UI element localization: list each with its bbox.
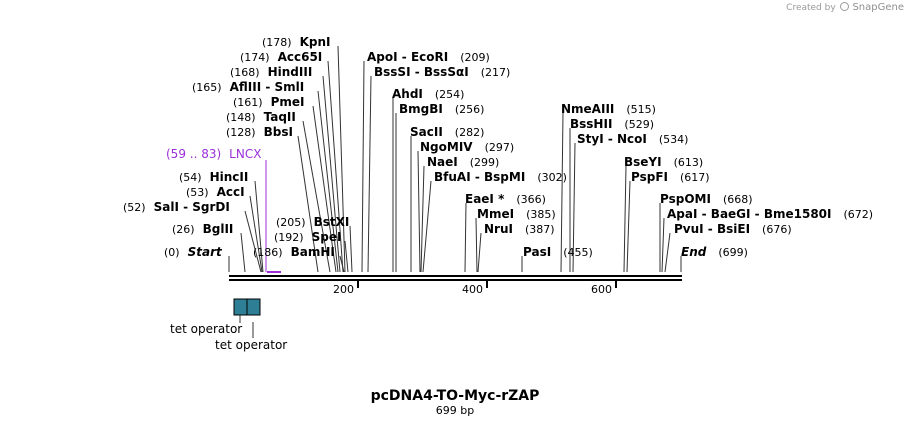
site-label-ahdi: AhdI (254) <box>392 87 464 101</box>
site-label-pspfi: PspFI (617) <box>631 170 710 184</box>
tick-label-200: 200 <box>333 283 354 296</box>
site-label-apai: ApaI - BaeGI - Bme1580I (672) <box>667 207 873 221</box>
tick-label-600: 600 <box>591 283 612 296</box>
site-label-pvui: PvuI - BsiEI (676) <box>674 222 792 236</box>
dna-backbone <box>229 275 682 288</box>
site-label-mmei: MmeI (385) <box>477 207 556 221</box>
site-label-nmeaiii: NmeAIII (515) <box>561 102 656 116</box>
plasmid-name: pcDNA4-TO-Myc-rZAP <box>371 388 540 404</box>
snapgene-credit: Created by SnapGene <box>786 2 904 13</box>
tet-operator-boxes <box>233 298 261 338</box>
site-label-bsssi: BssSI - BssSαI (217) <box>374 65 510 79</box>
lncx-feature <box>265 160 281 273</box>
site-label-afliii: (165) AflIII - SmlI <box>192 80 304 94</box>
tet-operator-box-2 <box>246 298 261 316</box>
site-label-hindiii: (168) HindIII <box>230 65 312 79</box>
site-label-kpni: (178) KpnI <box>262 35 331 49</box>
feature-label-tet-operator-1: tet operator <box>170 322 242 336</box>
snapgene-logo-icon <box>839 2 849 11</box>
site-label-bstxi: (205) BstXI <box>276 215 349 229</box>
site-label-bamhi: (186) BamHI <box>253 245 335 259</box>
plasmid-length: 699 bp <box>436 404 474 417</box>
credit-text: Created by <box>786 3 836 13</box>
site-label-pmei: (161) PmeI <box>233 95 305 109</box>
site-label-spei: (192) SpeI <box>274 230 341 244</box>
site-label-bglii: (26) BglII <box>172 222 233 236</box>
tet-operator-box-1 <box>233 298 248 316</box>
site-label-sacii: SacII (282) <box>410 125 484 139</box>
credit-brand: SnapGene <box>852 2 904 13</box>
site-label-nrui: NruI (387) <box>484 222 555 236</box>
site-label-bfuai: BfuAI - BspMI (302) <box>434 170 567 184</box>
site-label-hincii: (54) HincII <box>179 170 248 184</box>
feature-label-tet-operator-2: tet operator <box>215 338 287 352</box>
site-label-bseyi: BseYI (613) <box>624 155 703 169</box>
site-label-ngomiv: NgoMIV (297) <box>420 140 514 154</box>
site-label-sali: (52) SalI - SgrDI <box>123 200 230 214</box>
site-label-bmgbi: BmgBI (256) <box>399 102 484 116</box>
lncx-label: (59 .. 83) LNCX <box>166 147 261 161</box>
site-label-naei: NaeI (299) <box>427 155 499 169</box>
site-label-bbsi: (128) BbsI <box>226 125 293 139</box>
site-label-acci: (53) AccI <box>186 185 245 199</box>
site-label-acc65i: (174) Acc65I <box>240 50 322 64</box>
tick-label-400: 400 <box>462 283 483 296</box>
site-label-bsshii: BssHII (529) <box>570 117 654 131</box>
site-label-pspomi: PspOMI (668) <box>660 192 753 206</box>
site-label-apoi: ApoI - EcoRI (209) <box>367 50 490 64</box>
end-label: End (699) <box>681 245 748 259</box>
site-leader-lines <box>228 45 682 273</box>
start-label: (0) Start <box>164 245 223 259</box>
site-label-taqii: (148) TaqII <box>226 110 296 124</box>
site-label-styi: StyI - NcoI (534) <box>577 132 688 146</box>
site-label-pasi: PasI (455) <box>523 245 593 259</box>
site-label-eaei: EaeI * (366) <box>465 192 546 206</box>
